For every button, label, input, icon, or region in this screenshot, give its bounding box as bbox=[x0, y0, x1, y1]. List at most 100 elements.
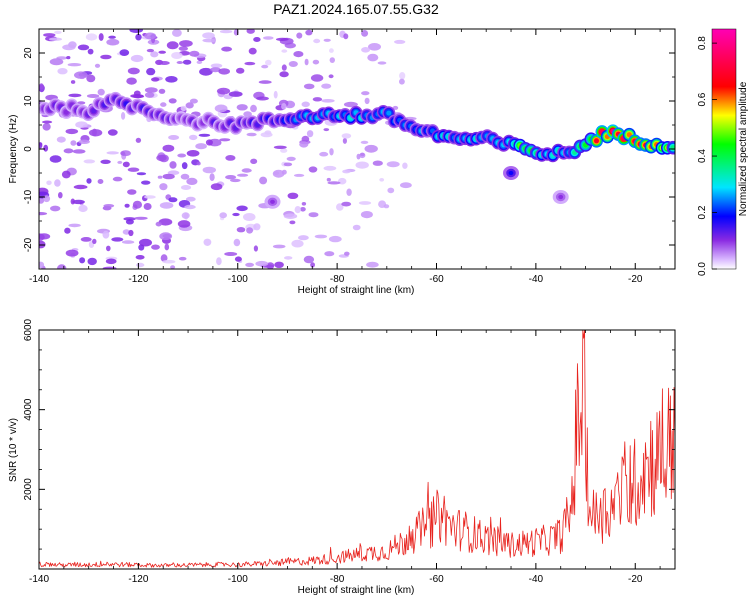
heatmap-noise-cell bbox=[364, 97, 370, 105]
heatmap-noise-cell bbox=[87, 48, 94, 55]
heatmap-noise-cell bbox=[368, 43, 381, 51]
heatmap-noise-cell bbox=[43, 144, 49, 152]
heatmap-noise-cell bbox=[402, 162, 408, 169]
heatmap-noise-cell bbox=[68, 223, 81, 228]
heatmap-noise-cell bbox=[377, 61, 387, 65]
heatmap-noise-cell bbox=[130, 54, 144, 63]
snr-xtick-label: -120 bbox=[128, 574, 148, 585]
heatmap-noise-cell bbox=[166, 41, 179, 50]
heatmap-blob bbox=[270, 199, 275, 204]
heatmap-noise-cell bbox=[92, 128, 97, 137]
heatmap-noise-cell bbox=[80, 237, 92, 242]
snr-ytick-label: 6000 bbox=[23, 318, 34, 341]
heatmap-noise-cell bbox=[225, 155, 236, 161]
heatmap-noise-cell bbox=[57, 68, 68, 75]
heatmap-noise-cell bbox=[392, 105, 399, 110]
heatmap-noise-cell bbox=[210, 63, 223, 69]
heatmap-noise-cell bbox=[146, 48, 154, 53]
heatmap-noise-cell bbox=[79, 257, 86, 264]
heatmap-ridge-cell bbox=[594, 138, 599, 144]
heatmap-noise-cell bbox=[298, 235, 309, 241]
heatmap-noise-cell bbox=[241, 168, 252, 173]
heatmap-noise-cell bbox=[274, 261, 284, 268]
heatmap-noise-cell bbox=[129, 29, 143, 33]
heatmap-noise-cell bbox=[184, 204, 196, 210]
heatmap-noise-cell bbox=[273, 90, 278, 99]
heatmap-noise-cell bbox=[94, 63, 101, 68]
heatmap-noise-cell bbox=[386, 161, 400, 168]
heatmap-noise-cell bbox=[243, 111, 252, 117]
heatmap-noise-cell bbox=[49, 155, 62, 163]
spectrogram-xtick-label: -100 bbox=[228, 274, 248, 285]
heatmap-noise-cell bbox=[246, 132, 257, 137]
heatmap-noise-cell bbox=[186, 177, 198, 185]
heatmap-noise-cell bbox=[279, 71, 289, 78]
heatmap-noise-cell bbox=[117, 160, 123, 164]
heatmap-noise-cell bbox=[39, 142, 43, 149]
heatmap-noise-cell bbox=[281, 49, 288, 53]
heatmap-noise-cell bbox=[162, 259, 176, 264]
snr-xtick-label: -40 bbox=[529, 574, 544, 585]
heatmap-noise-cell bbox=[324, 251, 335, 257]
colorbar-tick-label: 0.2 bbox=[697, 205, 708, 219]
heatmap-noise-cell bbox=[199, 67, 213, 76]
heatmap-noise-cell bbox=[126, 77, 137, 85]
heatmap-noise-cell bbox=[144, 87, 158, 93]
heatmap-noise-cell bbox=[135, 33, 142, 41]
snr-ytick-label: 2000 bbox=[23, 478, 34, 501]
heatmap-noise-cell bbox=[303, 83, 315, 90]
heatmap-noise-cell bbox=[329, 148, 334, 156]
heatmap-noise-cell bbox=[122, 229, 131, 235]
heatmap-noise-cell bbox=[158, 218, 173, 226]
heatmap-noise-cell bbox=[73, 184, 88, 190]
heatmap-noise-cell bbox=[306, 130, 314, 138]
heatmap-noise-cell bbox=[107, 129, 118, 136]
heatmap-noise-cell bbox=[39, 196, 45, 204]
heatmap-noise-cell bbox=[259, 176, 268, 185]
heatmap-noise-cell bbox=[128, 229, 134, 237]
heatmap-noise-cell bbox=[39, 212, 48, 216]
heatmap-noise-cell bbox=[72, 199, 85, 205]
heatmap-noise-cell bbox=[177, 153, 187, 158]
heatmap-noise-cell bbox=[400, 182, 412, 189]
heatmap-noise-cell bbox=[181, 212, 190, 219]
heatmap-noise-cell bbox=[178, 256, 187, 261]
heatmap-noise-cell bbox=[261, 64, 269, 69]
heatmap-noise-cell bbox=[97, 88, 105, 96]
heatmap-noise-cell bbox=[214, 104, 228, 113]
heatmap-noise-cell bbox=[329, 57, 335, 63]
heatmap-noise-cell bbox=[189, 134, 198, 141]
heatmap-noise-cell bbox=[136, 172, 147, 176]
heatmap-noise-cell bbox=[245, 262, 255, 267]
heatmap-noise-cell bbox=[127, 189, 137, 195]
heatmap-noise-cell bbox=[97, 179, 104, 184]
heatmap-noise-cell bbox=[83, 159, 96, 164]
heatmap-noise-cell bbox=[301, 135, 310, 143]
heatmap-noise-cell bbox=[181, 162, 188, 170]
heatmap-noise-cell bbox=[134, 216, 148, 220]
heatmap-noise-cell bbox=[216, 257, 222, 266]
heatmap-noise-cell bbox=[253, 245, 258, 252]
heatmap-noise-cell bbox=[273, 145, 287, 149]
heatmap-noise-cell bbox=[312, 59, 320, 65]
spectrogram-ytick-label: 20 bbox=[23, 47, 34, 59]
heatmap-noise-cell bbox=[165, 76, 178, 83]
heatmap-noise-cell bbox=[310, 74, 324, 82]
heatmap-noise-cell bbox=[156, 154, 167, 162]
snr-xtick-label: -80 bbox=[330, 574, 345, 585]
heatmap-noise-cell bbox=[310, 262, 315, 268]
heatmap-noise-cell bbox=[42, 120, 53, 124]
heatmap-noise-cell bbox=[180, 185, 192, 190]
heatmap-noise-cell bbox=[313, 38, 321, 44]
heatmap-noise-cell bbox=[265, 59, 272, 66]
heatmap-noise-cell bbox=[176, 61, 184, 64]
heatmap-noise-cell bbox=[61, 170, 71, 179]
heatmap-noise-cell bbox=[100, 159, 111, 164]
heatmap-layer bbox=[39, 29, 675, 269]
heatmap-noise-cell bbox=[87, 257, 97, 266]
heatmap-noise-cell bbox=[288, 61, 298, 67]
heatmap-noise-cell bbox=[296, 32, 303, 39]
heatmap-noise-cell bbox=[108, 35, 116, 39]
heatmap-ridge-cell bbox=[91, 108, 97, 114]
